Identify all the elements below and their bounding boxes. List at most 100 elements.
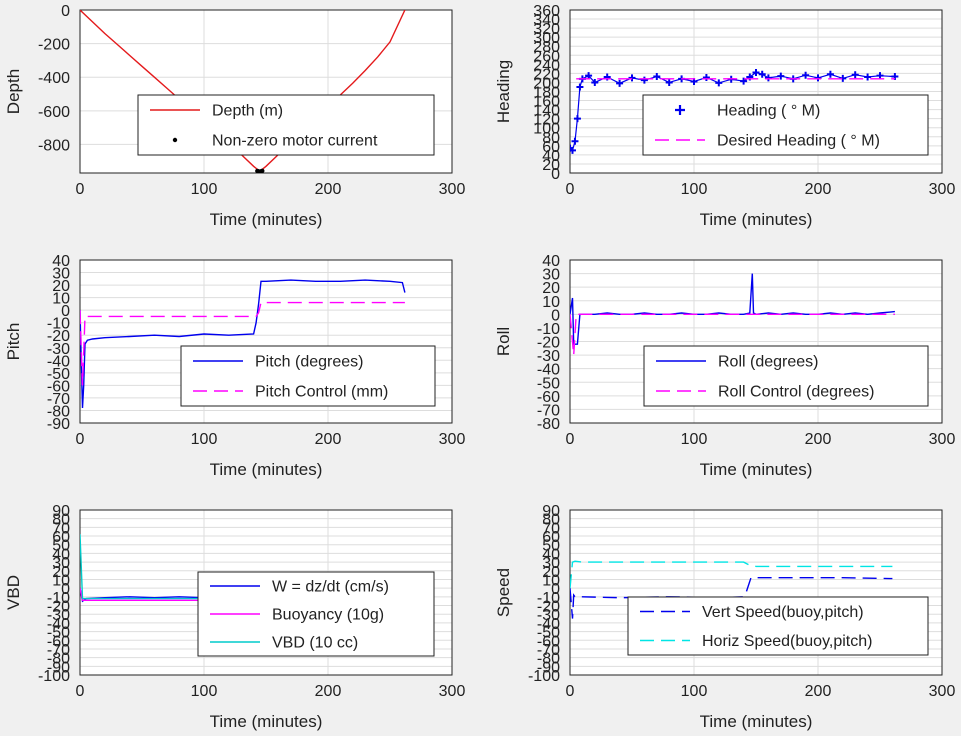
roll-y-tick-label: -40 — [537, 362, 560, 379]
speed-chart: 0 100 200 3009080706050403020100-10-20-30-4… — [494, 503, 955, 731]
heading-chart: 0 100 200 300020406080100120140160180200220… — [494, 3, 955, 229]
speed-y-tick-label: 20 — [542, 564, 560, 581]
pitch-y-tick-label: 10 — [52, 291, 70, 308]
pitch-series-0-line — [80, 279, 406, 409]
heading-series-0-line — [570, 71, 895, 152]
roll-y-tick-label: -70 — [537, 402, 560, 419]
vbd-y-tick-label: 20 — [52, 564, 70, 581]
heading-y-tick-label: 40 — [542, 148, 560, 165]
pitch-y-tick-label: -80 — [47, 403, 70, 420]
depth-axes-frame — [79, 9, 453, 174]
speed-y-tick-label: -50 — [537, 625, 560, 642]
roll-y-tick-label: -20 — [537, 335, 560, 352]
heading-series-0-marker — [826, 70, 834, 78]
depth-x-tick-label: 300 — [439, 181, 466, 198]
heading-series-0-marker — [876, 72, 884, 80]
depth-x-tick-label: 0 — [76, 181, 85, 198]
pitch-y-tick-label: -30 — [47, 341, 70, 358]
roll-x-tick-label: 100 — [681, 431, 708, 448]
heading-legend-swatch — [675, 105, 685, 115]
speed-legend-box — [627, 596, 929, 656]
heading-y-tick-label: 260 — [533, 48, 560, 65]
heading-x-tick-label: 200 — [805, 181, 832, 198]
heading-series-0-marker — [851, 71, 859, 79]
heading-series-0-marker — [752, 68, 760, 76]
pitch-series-1-line — [80, 301, 405, 386]
roll-y-tick-label: -80 — [537, 416, 560, 433]
vbd-y-tick-label: 0 — [61, 581, 70, 598]
heading-y-tick-label: 0 — [551, 166, 560, 183]
heading-legend-label: Desired Heading ( ° M) — [717, 133, 880, 150]
speed-y-tick-label: -10 — [537, 590, 560, 607]
pitch-y-tick-label: -60 — [47, 378, 70, 395]
speed-y-tick-label: -60 — [537, 633, 560, 650]
speed-y-tick-label: 0 — [551, 581, 560, 598]
roll-x-tick-label: 200 — [805, 431, 832, 448]
depth-legend-label: Depth (m) — [212, 103, 283, 120]
heading-legend-label: Heading ( ° M) — [717, 103, 820, 120]
speed-x-tick-label: 100 — [681, 683, 708, 700]
heading-series-0-marker — [640, 76, 648, 84]
speed-series-1-line — [570, 560, 893, 589]
pitch-legend: Pitch (degrees) Pitch Control (mm) — [180, 345, 436, 407]
heading-series-0-marker — [715, 79, 723, 87]
speed-y-tick-label: 30 — [542, 555, 560, 572]
pitch-x-tick-label: 200 — [315, 431, 342, 448]
heading-y-tick-label: 60 — [542, 139, 560, 156]
heading-y-tick-label: 340 — [533, 12, 560, 29]
roll-y-tick-label: 40 — [542, 253, 560, 270]
roll-x-axis-label: Time (minutes) — [700, 460, 813, 479]
roll-series-1-line — [570, 313, 895, 356]
roll-chart: 0 100 200 300403020100-10-20-30-40-50-60-70… — [494, 253, 955, 479]
vbd-y-tick-label: 90 — [52, 503, 70, 520]
pitch-y-tick-label: 0 — [61, 303, 70, 320]
pitch-y-tick-label: -40 — [47, 353, 70, 370]
roll-y-tick-label: -60 — [537, 389, 560, 406]
heading-series-0-marker — [573, 115, 581, 123]
speed-y-tick-label: 50 — [542, 538, 560, 555]
vbd-legend-label: Buoyancy (10g) — [272, 607, 384, 624]
vbd-y-tick-label: -80 — [47, 651, 70, 668]
roll-y-axis-label: Roll — [494, 327, 513, 356]
depth-legend-swatch — [172, 137, 178, 143]
speed-y-tick-label: -90 — [537, 659, 560, 676]
vbd-y-tick-label: -90 — [47, 659, 70, 676]
vbd-y-axis-label: VBD — [4, 575, 23, 610]
heading-series-0-marker — [585, 72, 593, 80]
depth-x-tick-label: 100 — [191, 181, 218, 198]
roll-y-tick-label: 20 — [542, 280, 560, 297]
heading-y-tick-label: 200 — [533, 75, 560, 92]
depth-legend-box — [137, 94, 435, 156]
depth-y-axis-label: Depth — [4, 69, 23, 114]
speed-x-tick-label: 0 — [566, 683, 575, 700]
roll-y-tick-label: 0 — [551, 307, 560, 324]
vbd-y-tick-label: -10 — [47, 590, 70, 607]
vbd-legend-label: VBD (10 cc) — [272, 635, 358, 652]
vbd-x-tick-label: 200 — [315, 683, 342, 700]
depth-series-1-point — [260, 168, 265, 173]
heading-y-tick-label: 160 — [533, 94, 560, 111]
heading-y-tick-label: 300 — [533, 30, 560, 47]
heading-y-tick-label: 140 — [533, 103, 560, 120]
pitch-y-tick-label: 40 — [52, 253, 70, 270]
roll-legend-label: Roll Control (degrees) — [718, 384, 875, 401]
speed-legend-label: Vert Speed(buoy,pitch) — [702, 604, 864, 621]
speed-y-tick-label: -80 — [537, 651, 560, 668]
vbd-x-tick-label: 300 — [439, 683, 466, 700]
speed-y-tick-label: -30 — [537, 607, 560, 624]
heading-series-0-marker — [570, 146, 576, 154]
roll-axes-frame — [569, 259, 943, 424]
vbd-chart: 0 100 200 3009080706050403020100-10-20-30-4… — [4, 503, 465, 731]
vbd-y-tick-label: -70 — [47, 642, 70, 659]
speed-y-tick-label: -20 — [537, 599, 560, 616]
roll-legend-label: Roll (degrees) — [718, 354, 818, 371]
heading-series-0-marker — [702, 73, 710, 81]
vbd-y-tick-label: -20 — [47, 599, 70, 616]
vbd-x-axis-label: Time (minutes) — [210, 712, 323, 731]
speed-y-tick-label: 40 — [542, 546, 560, 563]
heading-x-tick-label: 0 — [566, 181, 575, 198]
depth-legend: Depth (m) Non-zero motor current — [137, 94, 435, 156]
speed-y-tick-label: 90 — [542, 503, 560, 520]
roll-x-tick-label: 300 — [929, 431, 956, 448]
speed-x-tick-label: 200 — [805, 683, 832, 700]
